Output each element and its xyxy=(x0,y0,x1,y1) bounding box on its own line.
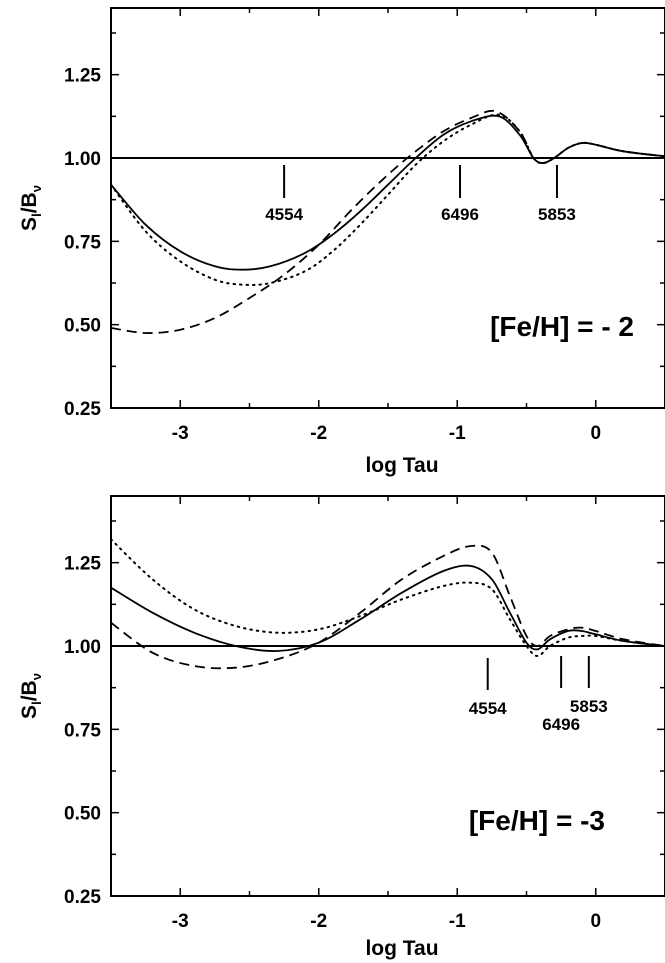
y-axis-label: Sl/Bν xyxy=(18,673,44,719)
series-group xyxy=(111,109,665,334)
line-marker-label: 5853 xyxy=(538,205,576,224)
plot-frame xyxy=(110,495,665,897)
x-tick-label: -1 xyxy=(449,911,466,932)
x-tick-label: -2 xyxy=(310,911,327,932)
x-tick-label: 0 xyxy=(590,423,601,444)
line-marker-label: 6496 xyxy=(441,205,479,224)
y-tick-label: 1.25 xyxy=(64,554,101,575)
x-tick-label: -2 xyxy=(310,423,327,444)
metallicity-annotation: [Fe/H] = - 2 xyxy=(490,311,634,342)
x-axis-label: log Tau xyxy=(365,454,438,477)
metallicity-annotation: [Fe/H] = -3 xyxy=(469,805,605,836)
y-tick-label: 1.00 xyxy=(64,637,101,658)
series-group xyxy=(111,538,665,670)
line-marker-label: 4554 xyxy=(265,205,303,224)
x-tick-label: -1 xyxy=(449,423,466,444)
series-solid xyxy=(111,114,665,271)
plot-area: -3 -2 -1 0 0.25 0.50 0.75 1.00 1.25 4554 6496 5853 xyxy=(64,8,665,444)
series-dotted xyxy=(111,538,665,658)
y-tick-label: 0.25 xyxy=(64,399,101,420)
y-tick-label: 0.50 xyxy=(64,316,101,337)
panel-bottom: -3 -2 -1 00.250.500.751.001.25455464965853 … xyxy=(18,495,665,960)
y-tick-label: 0.25 xyxy=(64,887,101,908)
x-tick-label: -3 xyxy=(172,911,189,932)
series-dashed xyxy=(111,544,665,670)
plot-frame xyxy=(110,7,665,409)
line-marker-label: 6496 xyxy=(542,715,580,734)
y-tick-label: 0.75 xyxy=(64,232,101,253)
y-axis-label: Sl/Bν xyxy=(18,185,44,231)
y-tick-label: 0.75 xyxy=(64,720,101,741)
x-tick-label: 0 xyxy=(590,911,601,932)
line-marker-label: 5853 xyxy=(570,697,608,716)
y-tick-label: 1.00 xyxy=(64,149,101,170)
line-marker-label: 4554 xyxy=(469,699,507,718)
x-tick-label: -3 xyxy=(172,423,189,444)
series-solid xyxy=(111,564,665,652)
x-axis-label: log Tau xyxy=(365,937,438,960)
y-tick-label: 0.50 xyxy=(64,804,101,825)
y-tick-label: 1.25 xyxy=(64,66,101,87)
series-dashed xyxy=(111,109,665,334)
